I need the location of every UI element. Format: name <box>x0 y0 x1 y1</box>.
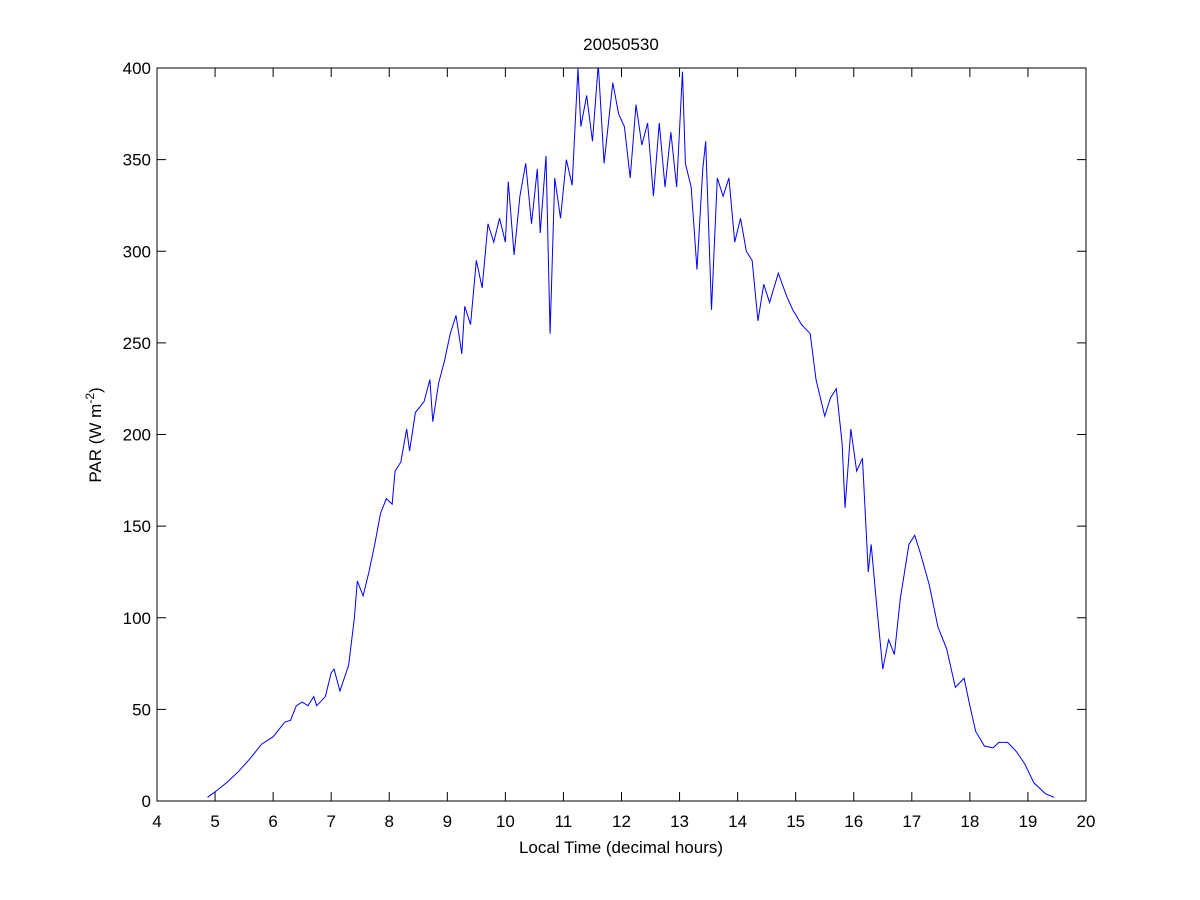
x-tick-label: 13 <box>670 812 689 831</box>
x-tick-label: 19 <box>1018 812 1037 831</box>
y-tick-label: 0 <box>142 792 151 811</box>
x-tick-label: 12 <box>612 812 631 831</box>
x-tick-label: 7 <box>326 812 335 831</box>
x-tick-label: 16 <box>844 812 863 831</box>
y-tick-label: 150 <box>123 517 151 536</box>
x-tick-label: 20 <box>1077 812 1096 831</box>
x-tick-label: 6 <box>268 812 277 831</box>
y-label-sup: -2 <box>83 393 97 404</box>
x-tick-label: 4 <box>152 812 161 831</box>
y-tick-label: 300 <box>123 242 151 261</box>
x-tick-label: 14 <box>728 812 747 831</box>
chart-title: 20050530 <box>583 35 659 54</box>
y-tick-label: 350 <box>123 151 151 170</box>
y-tick-label: 50 <box>132 700 151 719</box>
x-axis-label: Local Time (decimal hours) <box>519 838 723 857</box>
x-tick-label: 9 <box>443 812 452 831</box>
y-axis-label: PAR (W m-2) <box>83 387 105 482</box>
x-tick-label: 10 <box>496 812 515 831</box>
y-tick-label: 400 <box>123 59 151 78</box>
x-tick-label: 8 <box>385 812 394 831</box>
y-label-text: PAR (W m <box>86 404 105 483</box>
x-tick-label: 17 <box>902 812 921 831</box>
x-tick-label: 5 <box>210 812 219 831</box>
y-tick-label: 200 <box>123 426 151 445</box>
y-tick-label: 250 <box>123 334 151 353</box>
x-tick-label: 18 <box>960 812 979 831</box>
y-tick-label: 100 <box>123 609 151 628</box>
x-tick-label: 15 <box>786 812 805 831</box>
data-line <box>207 68 1055 798</box>
y-label-end: ) <box>86 387 105 393</box>
x-tick-label: 11 <box>555 812 573 831</box>
